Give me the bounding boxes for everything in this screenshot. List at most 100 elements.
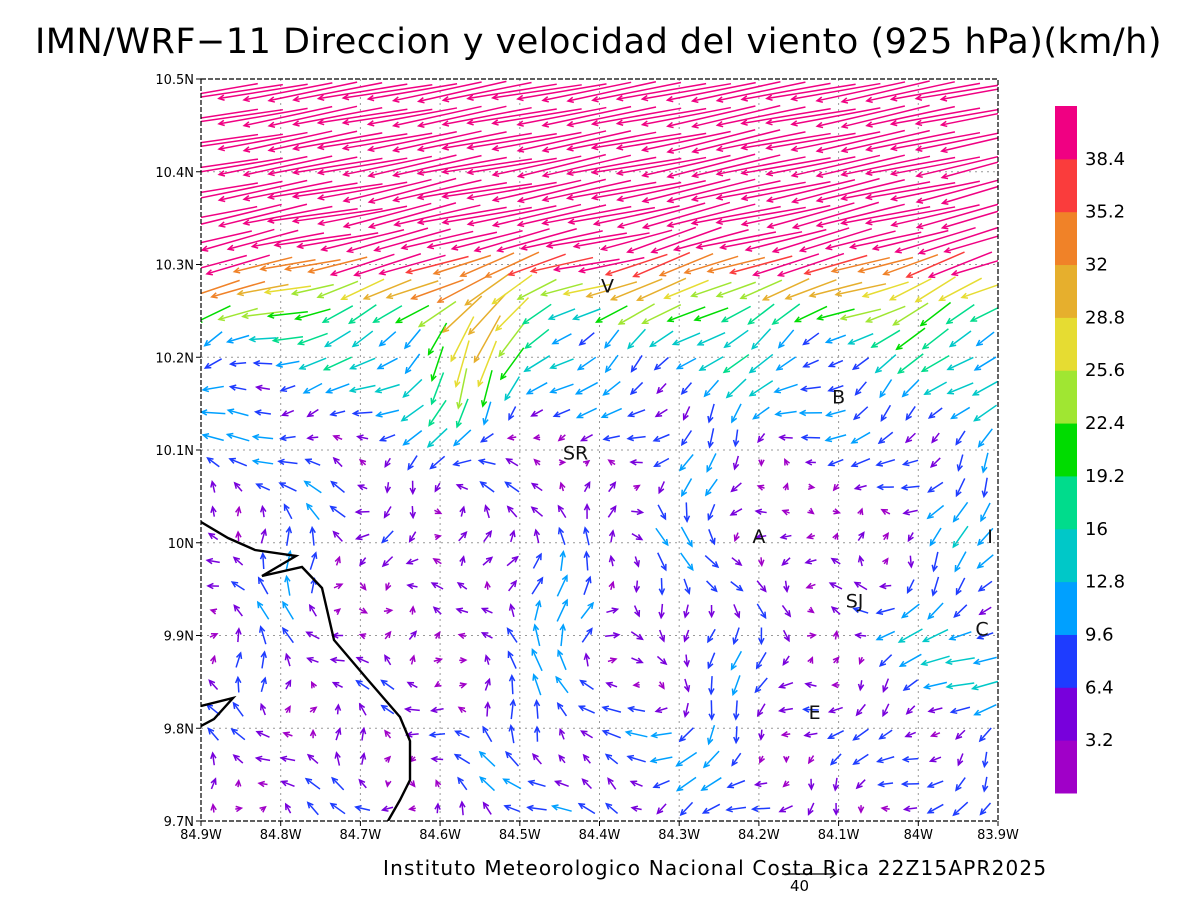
wind-vector — [651, 226, 722, 253]
x-tick-label: 84.7W — [339, 828, 381, 843]
wind-vector-head — [808, 291, 817, 298]
wind-vector-head — [228, 384, 237, 391]
wind-vector-head — [430, 582, 439, 589]
wind-vector-head — [905, 271, 913, 278]
wind-vector — [552, 805, 572, 812]
wind-vector-head — [919, 319, 927, 327]
wind-vector — [733, 627, 740, 644]
wind-vector-head — [653, 363, 661, 371]
y-tick-label: 9.9N — [164, 630, 194, 645]
wind-vector — [654, 356, 670, 370]
wind-vector — [774, 383, 798, 393]
wind-vector — [749, 353, 774, 373]
wind-vector — [889, 278, 932, 301]
wind-vector — [977, 527, 994, 546]
wind-vector-head — [210, 479, 217, 488]
wind-vector — [683, 578, 690, 594]
wind-vector — [201, 83, 283, 98]
wind-vector-head — [658, 682, 665, 690]
wind-vector-head — [955, 438, 962, 446]
wind-vector — [676, 776, 697, 792]
wind-vector-head — [905, 413, 912, 421]
wind-vector — [580, 679, 594, 690]
wind-vector-head — [662, 538, 669, 547]
wind-vector-head — [715, 218, 724, 226]
wind-vector-head — [955, 784, 962, 792]
wind-vector — [753, 406, 770, 420]
wind-vector — [880, 584, 892, 588]
wind-vector-head — [847, 338, 855, 345]
wind-vector — [642, 178, 731, 203]
wind-vector-head — [441, 168, 449, 175]
wind-vector — [921, 655, 950, 666]
wind-vector-head — [509, 529, 516, 538]
wind-vector-head — [558, 754, 566, 762]
wind-vector-head — [442, 326, 450, 334]
wind-vector-head — [608, 580, 615, 589]
wind-vector-head — [304, 777, 313, 785]
wind-vector — [800, 227, 872, 252]
wind-vector — [905, 405, 916, 420]
wind-vector — [667, 128, 756, 153]
wind-vector — [531, 649, 543, 672]
wind-vector-head — [921, 342, 930, 350]
wind-vector — [731, 403, 742, 423]
wind-vector-head — [354, 533, 363, 541]
wind-vector — [535, 700, 539, 719]
wind-vector — [504, 805, 520, 813]
wind-vector — [450, 316, 475, 362]
wind-vector — [855, 484, 867, 490]
wind-vector — [586, 281, 638, 298]
wind-vector — [201, 203, 282, 225]
wind-vector — [592, 132, 682, 149]
wind-vector — [733, 604, 740, 618]
wind-vector — [557, 650, 567, 671]
wind-vector — [567, 106, 657, 126]
wind-vector-head — [455, 483, 464, 490]
wind-vector — [791, 131, 881, 151]
wind-vector-head — [754, 533, 763, 540]
wind-vector — [717, 81, 806, 102]
wind-vector — [356, 533, 370, 540]
wind-vector — [279, 482, 297, 492]
wind-vector-head — [416, 121, 425, 129]
wind-vector-head — [460, 530, 468, 539]
wind-vector — [479, 776, 496, 792]
wind-vector-head — [759, 756, 766, 764]
wind-vector-head — [457, 632, 466, 640]
wind-vector — [826, 409, 846, 417]
wind-vector — [804, 254, 868, 275]
wind-vector-head — [405, 558, 414, 565]
wind-vector-head — [541, 219, 549, 226]
wind-vector — [692, 81, 781, 102]
wind-vector — [841, 129, 930, 152]
wind-vector-head — [684, 587, 691, 595]
wind-vector-head — [972, 658, 981, 666]
wind-vector — [201, 182, 258, 194]
wind-vector-head — [325, 387, 333, 394]
wind-vector-head — [926, 512, 934, 520]
wind-vector — [292, 283, 334, 295]
wind-vector — [577, 407, 597, 419]
wind-vector — [560, 624, 564, 647]
wind-vector-head — [527, 779, 535, 787]
wind-vector-head — [766, 222, 775, 229]
wind-vector — [906, 705, 916, 715]
wind-vector — [484, 505, 490, 519]
wind-vector — [260, 704, 266, 716]
wind-vector-head — [480, 400, 488, 408]
wind-vector — [256, 730, 270, 738]
wind-vector-head — [740, 169, 748, 176]
wind-vector — [353, 411, 373, 415]
wind-vector-head — [758, 637, 765, 646]
wind-vector — [903, 679, 919, 691]
wind-vector-head — [700, 784, 708, 792]
colorbar-label: 6.4 — [1085, 677, 1114, 698]
wind-vector-head — [434, 631, 441, 639]
wind-vector — [201, 205, 258, 219]
wind-vector-head — [392, 196, 400, 203]
wind-vector-head — [632, 271, 640, 278]
wind-vector — [653, 779, 670, 788]
wind-vector — [701, 777, 722, 791]
wind-vector-head — [530, 410, 538, 417]
